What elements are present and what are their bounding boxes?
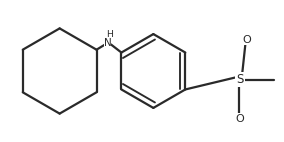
Text: O: O bbox=[236, 114, 244, 124]
Text: N: N bbox=[104, 38, 111, 48]
Text: S: S bbox=[236, 73, 244, 86]
Text: O: O bbox=[243, 35, 251, 45]
Text: H: H bbox=[106, 30, 113, 39]
